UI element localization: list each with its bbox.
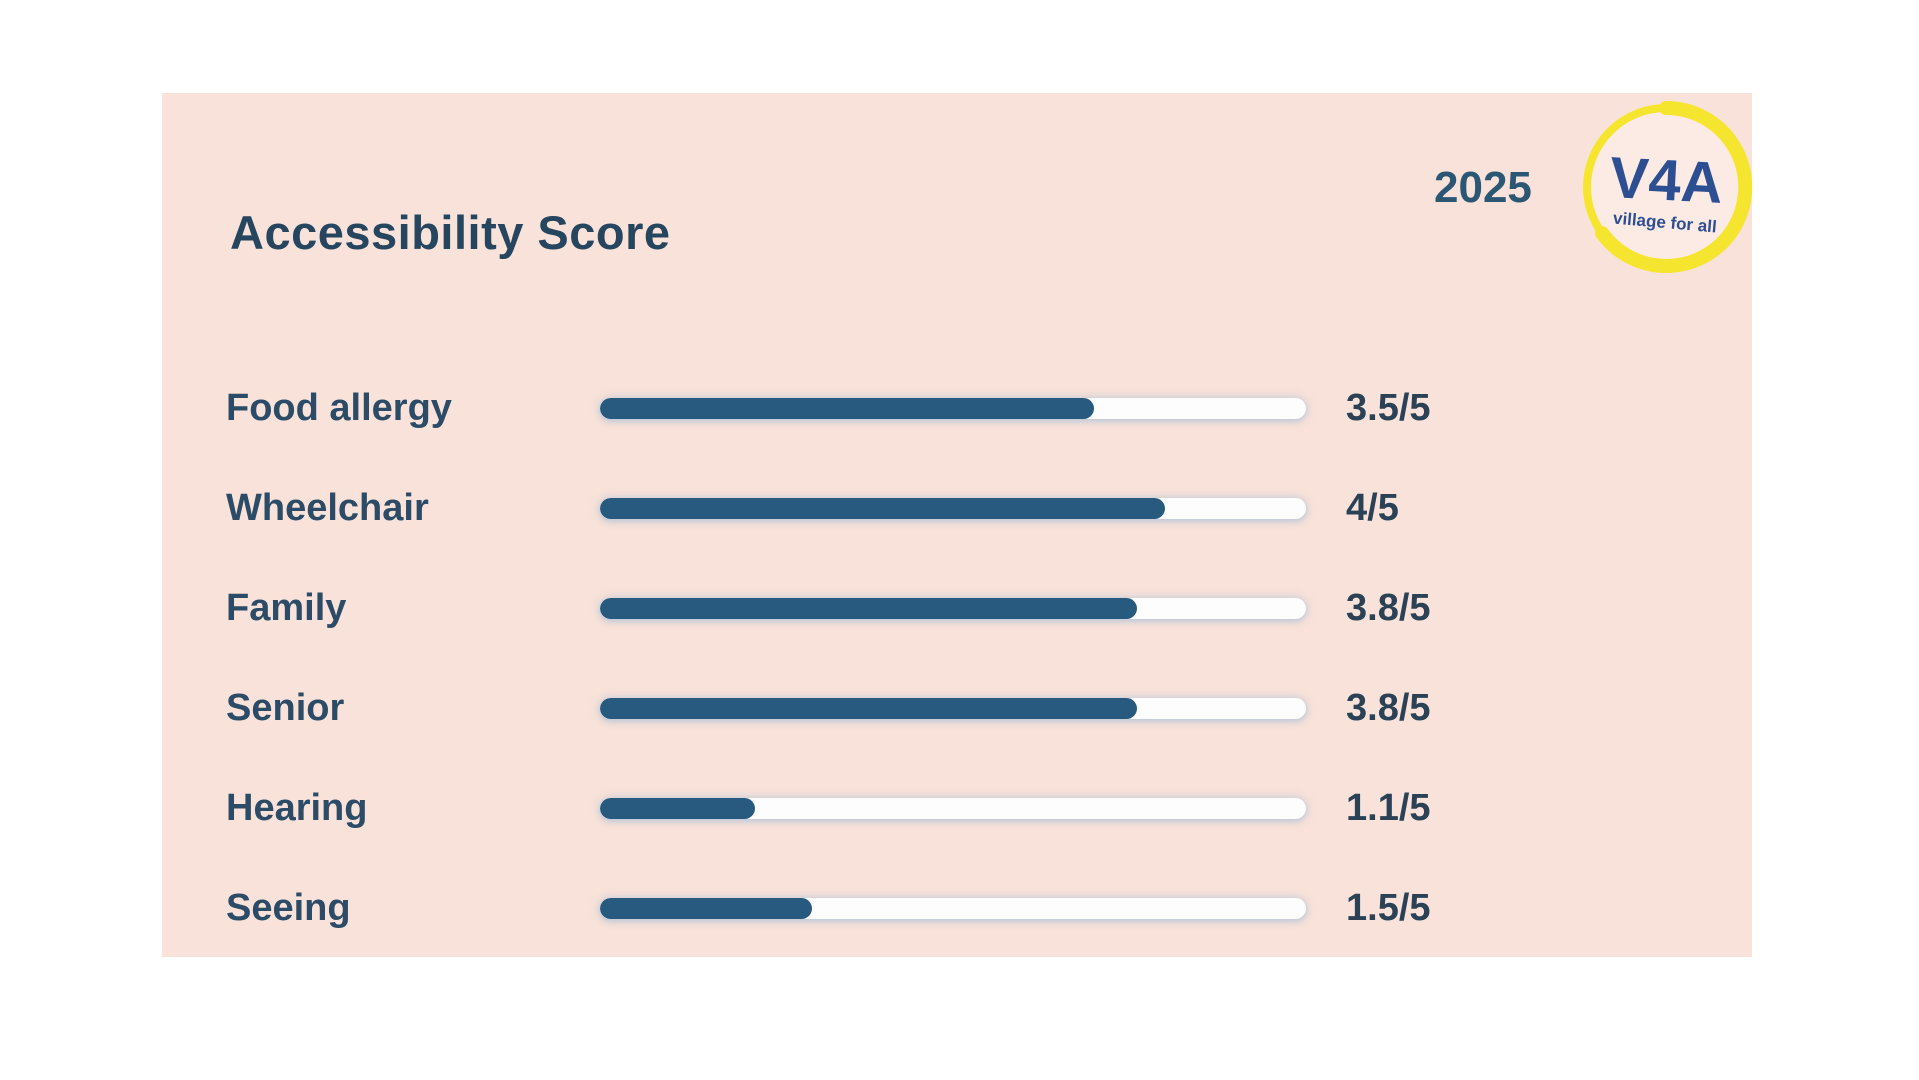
- score-row: Food allergy 3.5/5: [162, 358, 1752, 458]
- score-bar-track: [600, 497, 1306, 519]
- score-bar-fill: [600, 397, 1095, 419]
- score-bar-fill: [600, 497, 1165, 519]
- v4a-logo-graphic: V4A village for all: [1583, 100, 1753, 273]
- logo-acronym: V4A: [1608, 145, 1724, 216]
- score-bar-fill: [600, 797, 756, 819]
- category-label: Wheelchair: [226, 486, 429, 529]
- category-label: Seeing: [226, 886, 351, 929]
- score-row: Wheelchair 4/5: [162, 458, 1752, 558]
- score-bar-track: [600, 597, 1306, 619]
- score-bar-fill: [600, 697, 1137, 719]
- score-row: Hearing 1.1/5: [162, 758, 1752, 858]
- category-label: Food allergy: [226, 386, 452, 429]
- score-bar-track: [600, 797, 1306, 819]
- score-row: Seeing 1.5/5: [162, 858, 1752, 958]
- score-bar-fill: [600, 597, 1137, 619]
- score-bar-track: [600, 897, 1306, 919]
- score-value: 3.8/5: [1346, 686, 1431, 729]
- score-bar-track: [600, 397, 1306, 419]
- score-value: 1.1/5: [1346, 786, 1431, 829]
- category-label: Hearing: [226, 786, 368, 829]
- score-value: 3.8/5: [1346, 586, 1431, 629]
- v4a-logo: V4A village for all: [1575, 96, 1757, 278]
- score-value: 4/5: [1346, 486, 1399, 529]
- score-bar-fill: [600, 897, 812, 919]
- page-title: Accessibility Score: [230, 206, 671, 259]
- score-row: Senior 3.8/5: [162, 658, 1752, 758]
- category-label: Family: [226, 586, 347, 629]
- score-rows: Food allergy 3.5/5 Wheelchair 4/5 Family…: [162, 358, 1752, 958]
- logo-brush-arc-icon: [1595, 100, 1753, 273]
- accessibility-score-card: Accessibility Score 2025 V4A village for…: [162, 93, 1753, 958]
- category-label: Senior: [226, 686, 345, 729]
- year-label: 2025: [1434, 163, 1532, 212]
- score-bar-track: [600, 697, 1306, 719]
- score-value: 3.5/5: [1346, 386, 1431, 429]
- score-value: 1.5/5: [1346, 886, 1431, 929]
- score-row: Family 3.8/5: [162, 558, 1752, 658]
